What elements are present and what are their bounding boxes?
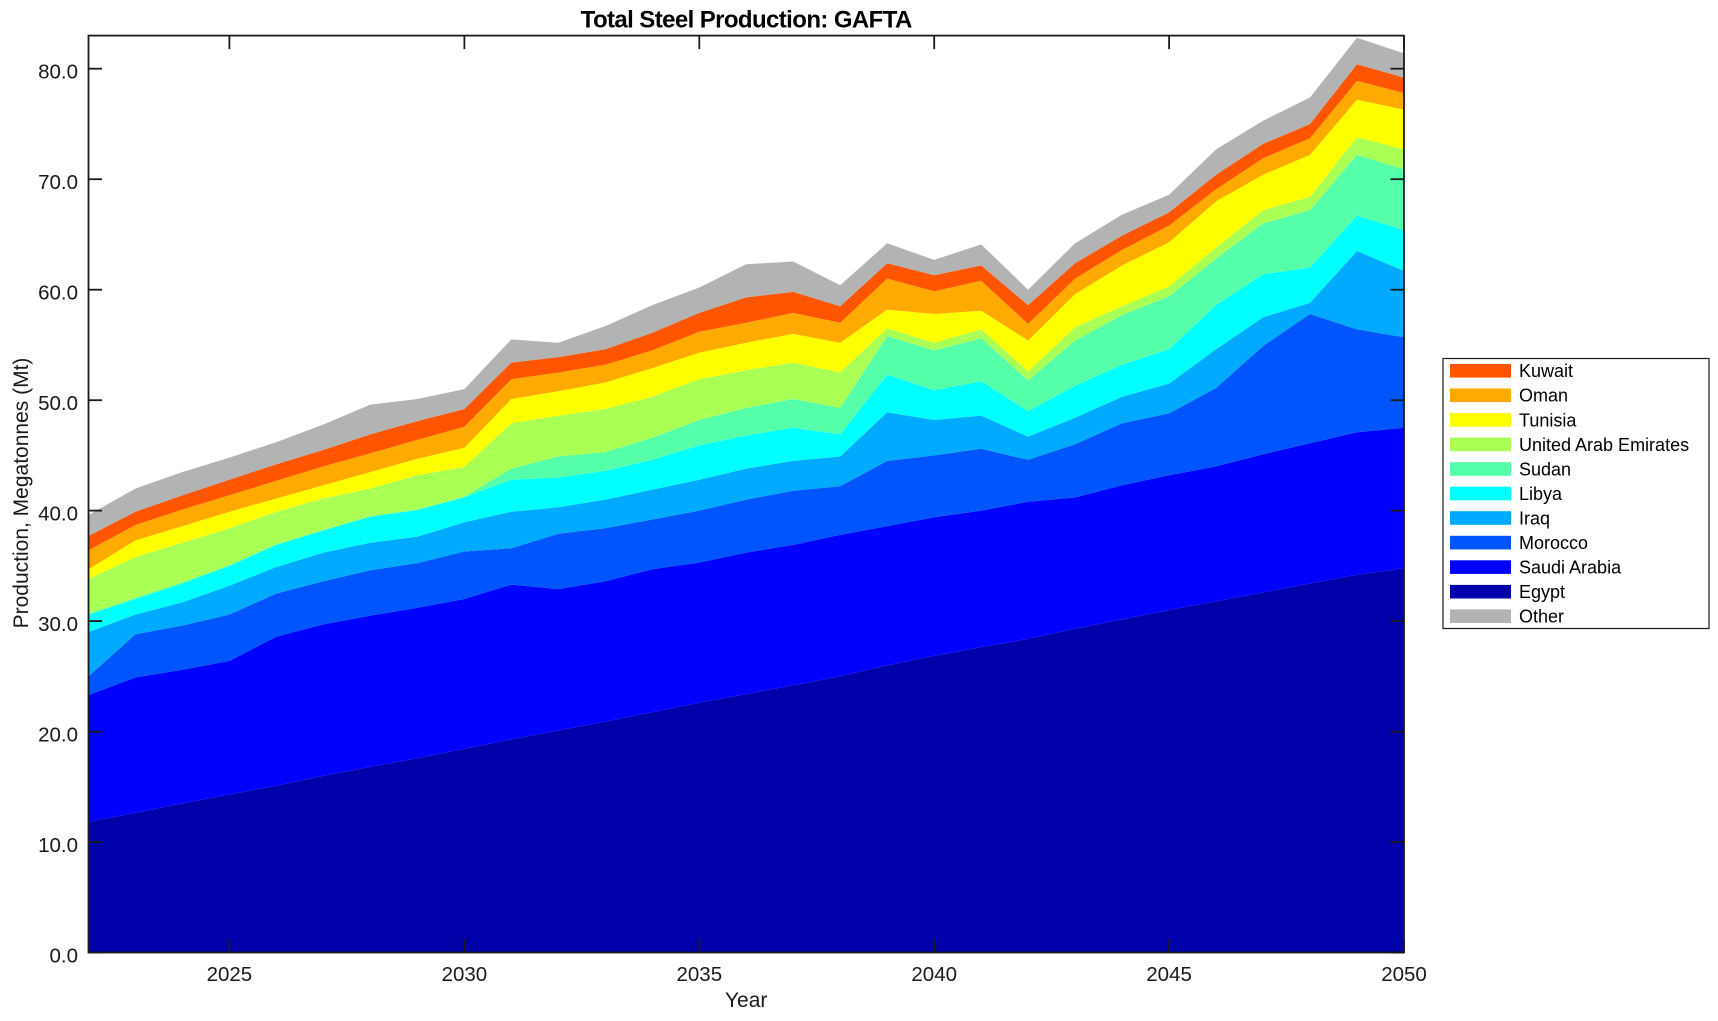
svg-text:60.0: 60.0 [38, 282, 78, 305]
svg-text:10.0: 10.0 [38, 834, 78, 857]
svg-text:2045: 2045 [1146, 963, 1192, 986]
svg-text:2030: 2030 [442, 963, 488, 986]
svg-text:Production, Megatonnes (Mt): Production, Megatonnes (Mt) [10, 358, 33, 629]
svg-text:0.0: 0.0 [50, 944, 79, 967]
svg-text:2050: 2050 [1381, 963, 1427, 986]
svg-text:Egypt: Egypt [1519, 582, 1565, 602]
svg-text:Libya: Libya [1519, 484, 1563, 504]
svg-text:40.0: 40.0 [38, 502, 78, 525]
svg-text:Iraq: Iraq [1519, 508, 1550, 528]
svg-text:2040: 2040 [911, 963, 957, 986]
svg-text:Kuwait: Kuwait [1519, 361, 1573, 381]
svg-text:Tunisia: Tunisia [1519, 410, 1577, 430]
svg-text:2035: 2035 [676, 963, 722, 986]
svg-text:Other: Other [1519, 607, 1564, 627]
svg-text:2025: 2025 [207, 963, 253, 986]
svg-text:70.0: 70.0 [38, 171, 78, 194]
svg-text:Year: Year [725, 989, 767, 1012]
svg-text:Sudan: Sudan [1519, 459, 1571, 479]
svg-text:50.0: 50.0 [38, 392, 78, 415]
svg-text:20.0: 20.0 [38, 723, 78, 746]
svg-text:30.0: 30.0 [38, 613, 78, 636]
svg-text:Total Steel Production: GAFTA: Total Steel Production: GAFTA [581, 7, 912, 34]
svg-text:Oman: Oman [1519, 386, 1568, 406]
svg-text:United Arab Emirates: United Arab Emirates [1519, 435, 1689, 455]
svg-text:Morocco: Morocco [1519, 533, 1588, 553]
svg-text:80.0: 80.0 [38, 61, 78, 84]
svg-text:Saudi Arabia: Saudi Arabia [1519, 558, 1622, 578]
